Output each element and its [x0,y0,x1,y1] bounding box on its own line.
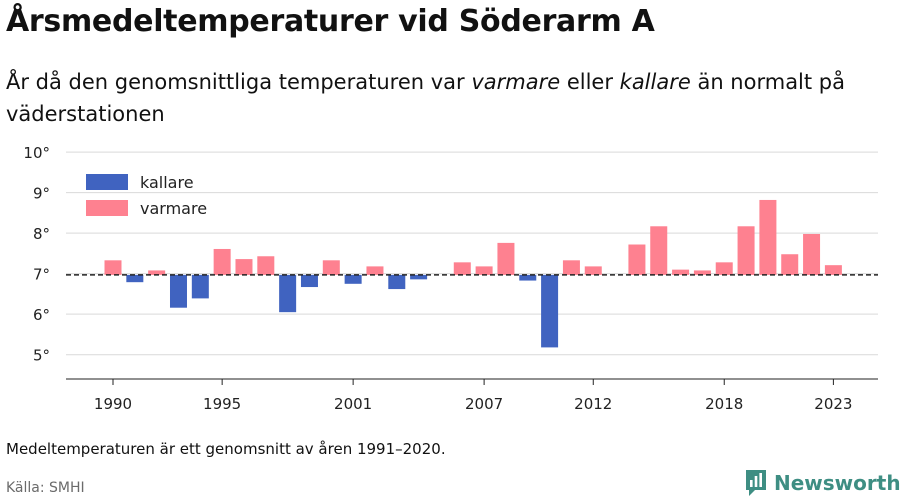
bar-kallare [279,274,297,313]
bar-kallare [126,274,144,283]
bar-kallare [191,274,209,299]
y-tick-label: 7° [33,266,50,284]
bar-varmare [693,270,711,275]
legend-swatch-varmare [86,200,128,216]
bar-varmare [584,266,602,275]
bar-varmare [803,233,821,275]
bar-varmare [257,256,275,275]
subtitle-cold: kallare [619,70,691,94]
bar-kallare [541,274,559,348]
bar-varmare [628,244,646,275]
x-tick-label: 1995 [203,395,241,413]
chart-note: Medeltemperaturen är ett genomsnitt av å… [6,440,446,458]
y-tick-label: 8° [33,225,50,243]
bar-varmare [781,254,799,275]
legend-swatch-kallare [86,174,128,190]
bar-varmare [672,269,690,275]
bar-kallare [410,274,428,280]
bar-varmare [562,260,580,275]
chart-title: Årsmedeltemperaturer vid Söderarm A [6,4,655,39]
y-tick-label: 5° [33,347,50,365]
bar-varmare [737,226,755,275]
bar-varmare [235,259,253,275]
bar-kallare [344,274,362,284]
x-tick-label: 2012 [574,395,612,413]
bar-kallare [519,274,537,281]
bar-varmare [104,260,122,275]
temperature-bar-chart: 5° 6° 7° 8° 9° 10° 1990 1995 2001 2007 2012 2018 202… [23,144,878,413]
brand-name: Newsworthy [774,471,900,495]
y-tick-label: 9° [33,185,50,203]
bar-varmare [453,262,471,275]
legend-label-varmare: varmare [140,199,207,218]
x-tick-label: 2001 [334,395,372,413]
x-tick-label: 2023 [814,395,852,413]
x-tick-label: 2007 [465,395,503,413]
x-tick-label: 2018 [705,395,743,413]
subtitle-warm: varmare [471,70,561,94]
bar-varmare [715,262,733,275]
bar-varmare [366,266,384,275]
newsworthy-brand[interactable]: Newsworthy [744,468,900,498]
bar-kallare [169,274,187,308]
subtitle-text: än normalt på väderstationen [6,70,845,126]
y-tick-label: 6° [33,306,50,324]
bar-kallare [300,274,318,288]
y-tick-label: 10° [23,144,50,162]
x-tick-label: 1990 [94,395,132,413]
source-text: Källa: SMHI [6,480,85,496]
bar-varmare [650,226,668,275]
subtitle-text: eller [560,70,620,94]
subtitle-text: År då den genomsnittliga temperaturen va… [6,70,472,94]
bar-varmare [213,248,231,275]
bar-varmare [497,242,515,275]
bar-varmare [475,266,493,275]
bar-varmare [148,270,166,275]
bar-varmare [322,260,340,275]
bar-varmare [759,199,777,275]
bar-kallare [388,274,406,290]
legend-label-kallare: kallare [140,173,194,192]
chart-subtitle: År då den genomsnittliga temperaturen va… [6,66,886,130]
bar-varmare [824,265,842,275]
newsworthy-logo-icon [746,470,766,496]
